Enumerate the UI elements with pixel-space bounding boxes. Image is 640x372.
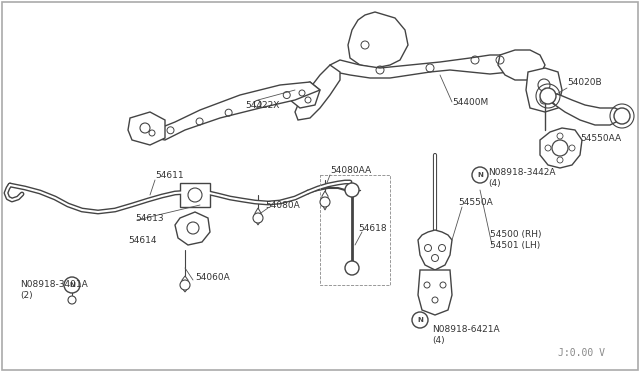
Circle shape	[180, 280, 190, 290]
Polygon shape	[322, 191, 328, 210]
Polygon shape	[295, 65, 340, 120]
Polygon shape	[498, 50, 545, 80]
Text: 54080A: 54080A	[265, 201, 300, 209]
Polygon shape	[182, 276, 188, 292]
Text: N08918-3442A
(4): N08918-3442A (4)	[488, 168, 556, 188]
Text: 54550AA: 54550AA	[580, 134, 621, 142]
Text: 54550A: 54550A	[458, 198, 493, 206]
Text: 54613: 54613	[135, 214, 164, 222]
Polygon shape	[348, 12, 408, 68]
Text: 54422X: 54422X	[245, 100, 280, 109]
Text: N: N	[69, 282, 75, 288]
Polygon shape	[328, 55, 525, 78]
Text: N: N	[477, 172, 483, 178]
Circle shape	[345, 183, 359, 197]
Text: 54080AA: 54080AA	[330, 166, 371, 174]
Polygon shape	[418, 270, 452, 315]
Text: N: N	[417, 317, 423, 323]
Text: 54614: 54614	[128, 235, 157, 244]
Text: 54020B: 54020B	[567, 77, 602, 87]
Polygon shape	[128, 112, 165, 145]
Polygon shape	[540, 128, 582, 168]
Circle shape	[345, 261, 359, 275]
Polygon shape	[548, 92, 622, 125]
Polygon shape	[255, 208, 261, 225]
Text: 54060A: 54060A	[195, 273, 230, 282]
Circle shape	[68, 296, 76, 304]
Polygon shape	[418, 230, 452, 270]
Circle shape	[64, 277, 80, 293]
Polygon shape	[180, 183, 210, 207]
Circle shape	[540, 88, 556, 104]
Text: N08918-6421A
(4): N08918-6421A (4)	[432, 325, 500, 345]
Polygon shape	[175, 212, 210, 245]
Text: N08918-3401A
(2): N08918-3401A (2)	[20, 280, 88, 300]
Circle shape	[472, 167, 488, 183]
Text: 54618: 54618	[358, 224, 387, 232]
Circle shape	[253, 213, 263, 223]
Circle shape	[320, 197, 330, 207]
Text: 54611: 54611	[155, 170, 184, 180]
Circle shape	[412, 312, 428, 328]
Polygon shape	[526, 68, 562, 112]
Circle shape	[614, 108, 630, 124]
Text: 54500 (RH)
54501 (LH): 54500 (RH) 54501 (LH)	[490, 230, 541, 250]
Polygon shape	[290, 82, 320, 108]
Polygon shape	[150, 82, 320, 140]
Text: J:0.00 V: J:0.00 V	[558, 348, 605, 358]
Circle shape	[188, 188, 202, 202]
Text: 54400M: 54400M	[452, 97, 488, 106]
